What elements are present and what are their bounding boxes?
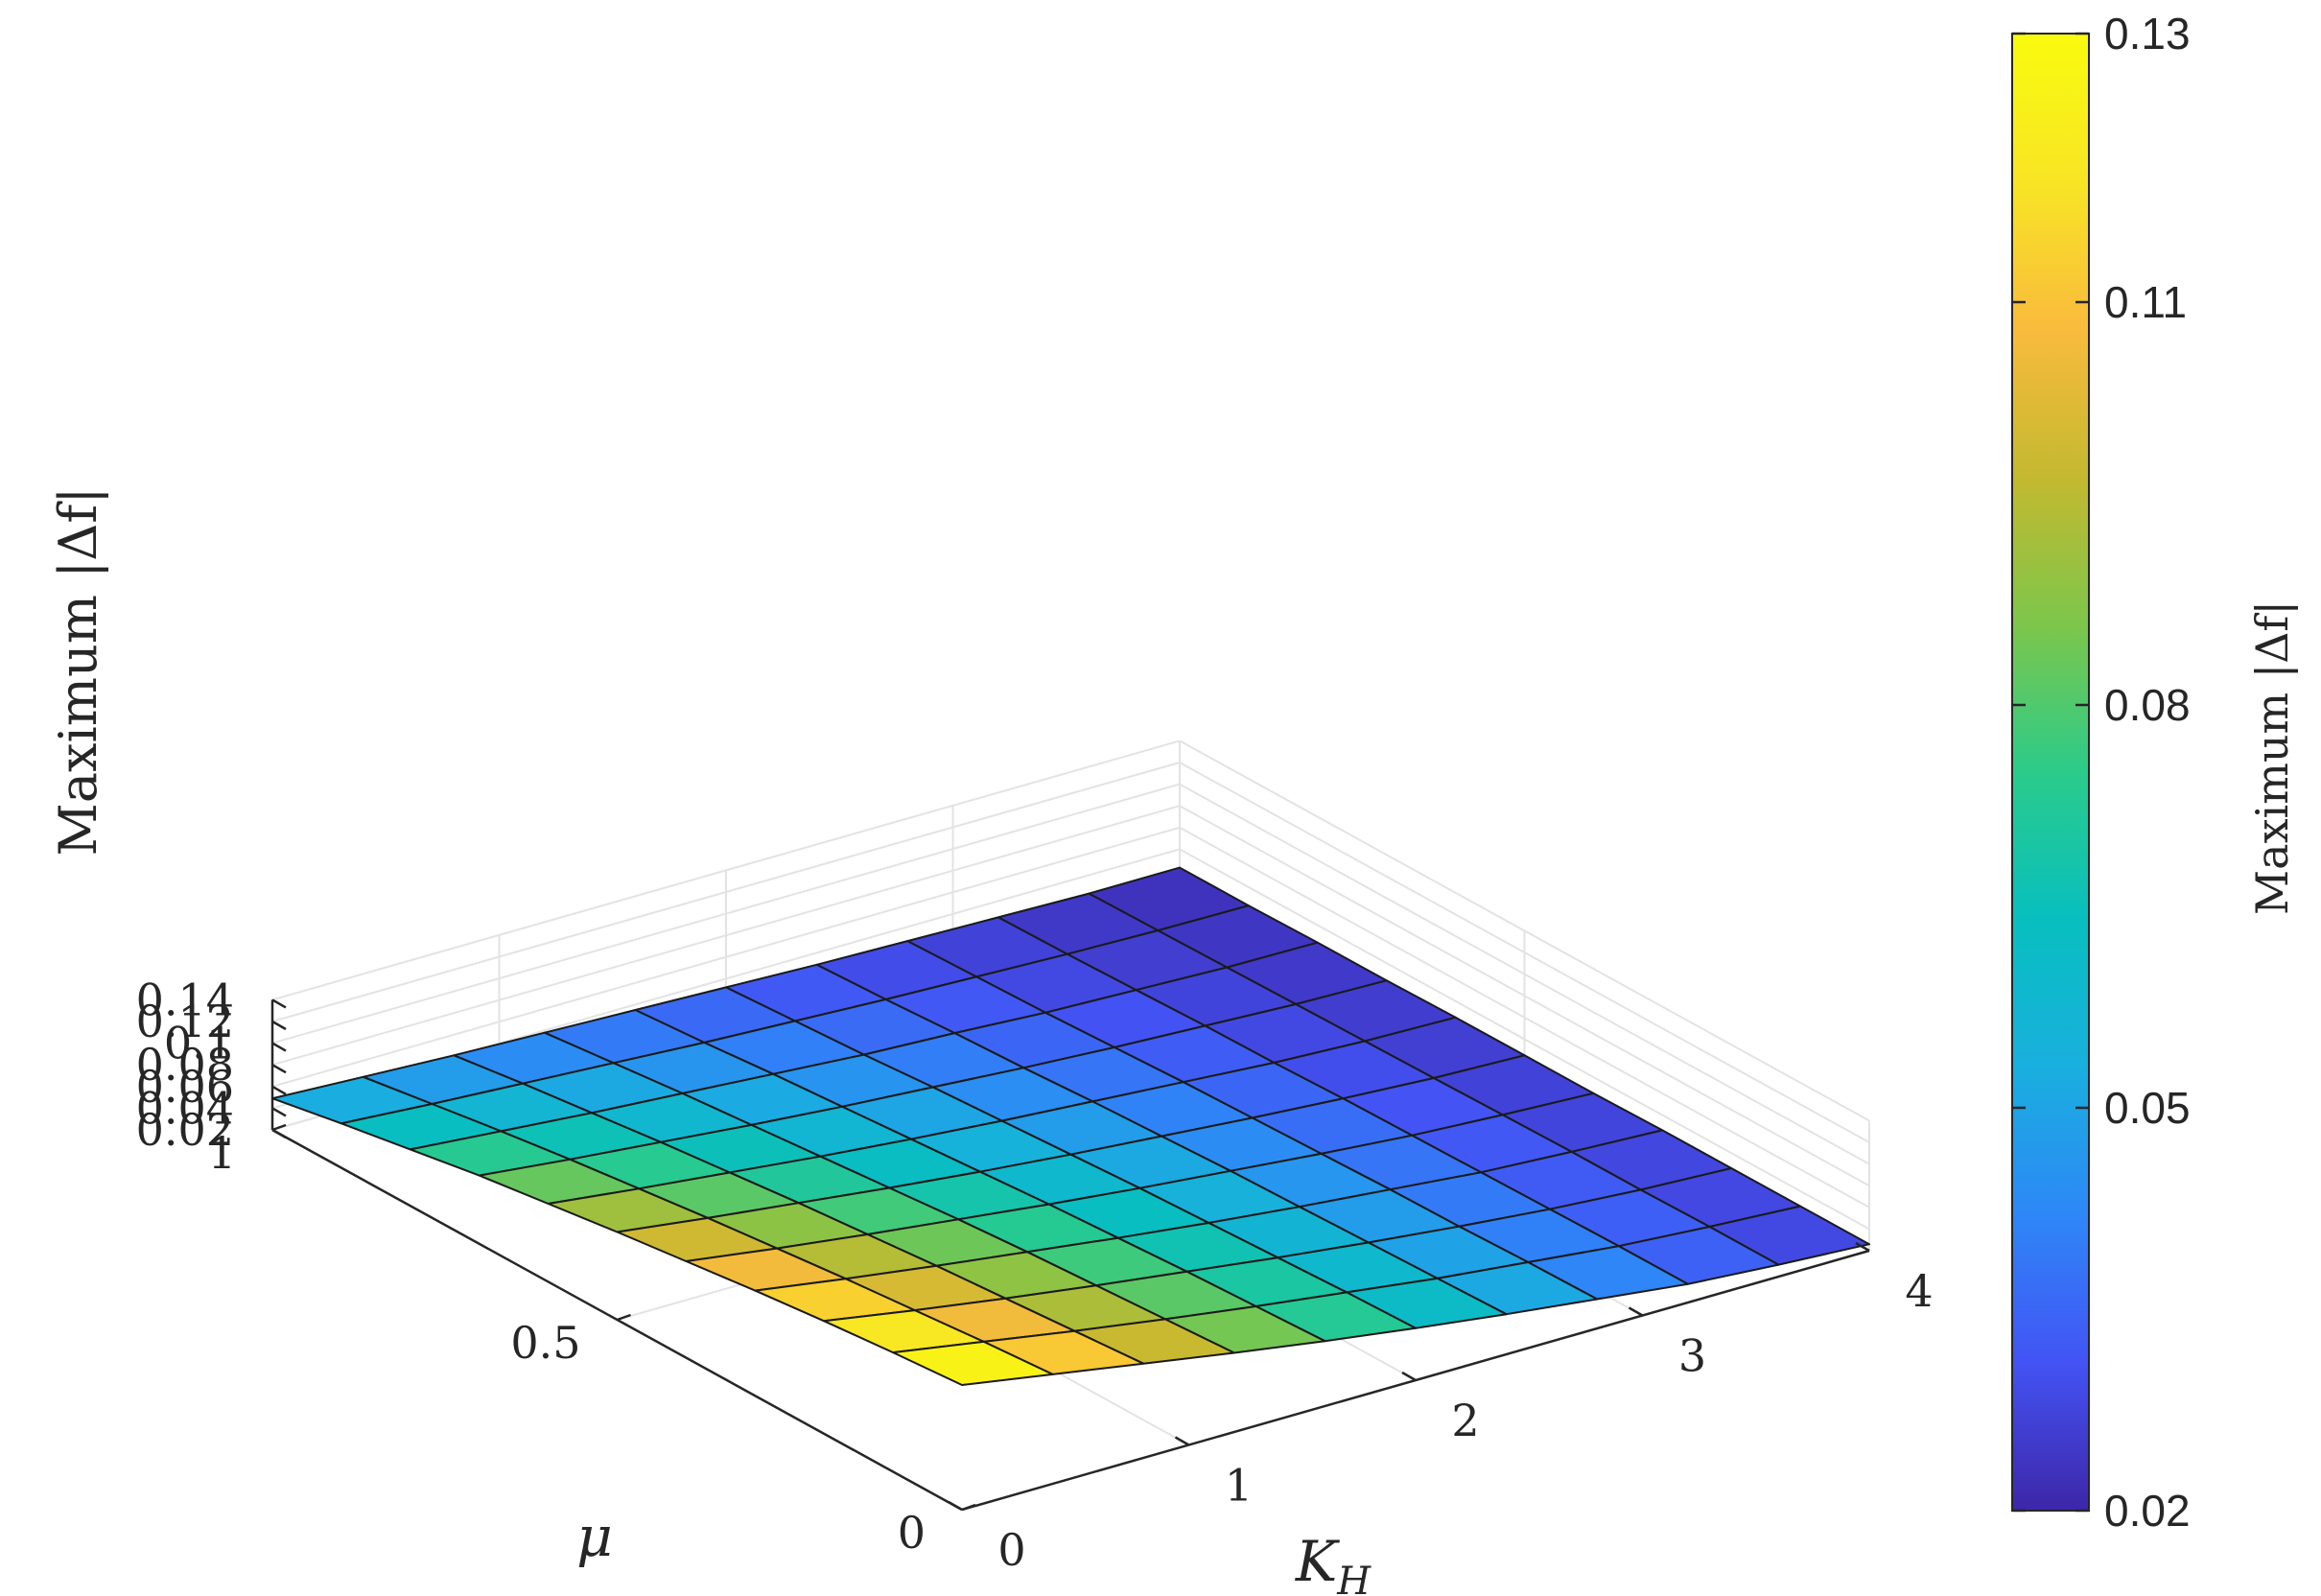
z-tick — [271, 1020, 287, 1031]
x-tick — [1174, 1436, 1190, 1446]
z-tick — [271, 1107, 287, 1117]
z-tick-label: 0.1 — [164, 1018, 234, 1069]
z-tick — [271, 1085, 287, 1095]
x-tick-label: 3 — [1678, 1330, 1706, 1382]
y-tick — [961, 1503, 976, 1512]
x-axis-title: KH — [1295, 1529, 1372, 1596]
colorbar-tick-label: 0.11 — [2104, 277, 2187, 327]
x-tick-label: 2 — [1451, 1395, 1479, 1446]
colorbar-tick-label: 0.13 — [2104, 9, 2191, 59]
z-axis-title: Maximum |Δf| — [48, 487, 108, 857]
y-axis-title: μ — [576, 1504, 613, 1569]
z-tick — [271, 1064, 287, 1074]
colorbar-tick-label: 0.05 — [2104, 1083, 2191, 1133]
y-tick-label: 0.5 — [510, 1317, 580, 1369]
z-tick-label: 0.12 — [136, 996, 234, 1047]
colorbar-ticks: 0.02 0.05 0.08 0.11 0.13 — [2012, 9, 2191, 1536]
y-tick — [271, 1123, 287, 1132]
z-tick-label: 0.06 — [136, 1061, 234, 1113]
colorbar-title: Maximum |Δf| — [2246, 600, 2298, 915]
x-tick-label: 0 — [997, 1524, 1025, 1576]
y-tick-label: 0 — [898, 1507, 926, 1559]
z-tick — [271, 1042, 287, 1052]
z-tick — [271, 1128, 287, 1139]
y-tick — [617, 1313, 631, 1322]
x-axis-title-main: K — [1295, 1529, 1341, 1594]
colorbar-tick-label: 0.08 — [2104, 680, 2191, 730]
x-tick-label: 4 — [1905, 1265, 1933, 1317]
z-tick-label: 0.08 — [136, 1039, 234, 1091]
x-tick-label: 1 — [1225, 1460, 1253, 1512]
x-tick — [948, 1500, 963, 1512]
colorbar-tick-label: 0.02 — [2104, 1486, 2191, 1536]
surface-patch — [892, 1340, 1054, 1386]
surface-mesh — [271, 866, 1870, 1386]
x-axis-title-subscript: H — [1336, 1560, 1372, 1596]
z-tick-label: 0.04 — [136, 1082, 234, 1134]
colorbar-gradient — [2011, 33, 2090, 1512]
colorbar: 0.02 0.05 0.08 0.11 0.13 Maximum |Δf| — [2011, 9, 2298, 1536]
z-tick-label: 0.02 — [136, 1104, 234, 1156]
x-tick — [1628, 1306, 1644, 1317]
x-tick — [1401, 1371, 1417, 1382]
z-tick-label: 0.14 — [136, 974, 234, 1025]
z-tick — [271, 998, 287, 1009]
y-tick-label: 1 — [208, 1127, 236, 1179]
x-tick — [1855, 1241, 1870, 1253]
